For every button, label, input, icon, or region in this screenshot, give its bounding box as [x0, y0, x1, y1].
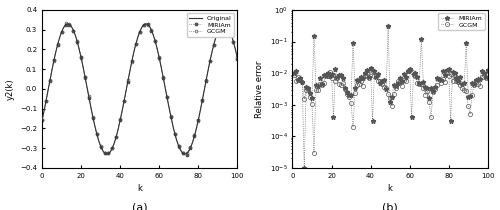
Line: MIRIAm: MIRIAm — [40, 22, 239, 157]
Text: (b): (b) — [382, 203, 398, 210]
GCGM — [484, 69, 490, 72]
MIRIAm — [330, 116, 336, 119]
MIRIAm — [129, 60, 135, 63]
Legend: Original, MIRIAm, GCGM: Original, MIRIAm, GCGM — [187, 13, 234, 37]
Text: (a): (a) — [132, 203, 148, 210]
GCGM — [53, 51, 59, 53]
GCGM — [90, 116, 96, 118]
GCGM — [190, 142, 196, 144]
Y-axis label: Relative error: Relative error — [255, 60, 264, 118]
GCGM — [160, 76, 166, 79]
GCGM — [234, 56, 240, 59]
Line: Original: Original — [42, 24, 237, 154]
GCGM — [393, 87, 399, 89]
MIRIAm — [190, 142, 196, 144]
GCGM — [292, 74, 298, 77]
MIRIAm — [234, 57, 240, 60]
Original — [160, 76, 166, 78]
MIRIAm — [292, 71, 298, 74]
MIRIAm — [338, 74, 344, 77]
MIRIAm — [301, 167, 307, 169]
GCGM — [39, 119, 45, 122]
Original — [104, 153, 110, 155]
MIRIAm — [158, 66, 164, 68]
Original — [180, 152, 186, 154]
Legend: MIRIAm, GCGM: MIRIAm, GCGM — [438, 13, 484, 30]
Original — [53, 51, 59, 54]
MIRIAm — [484, 68, 490, 71]
GCGM — [104, 154, 110, 156]
MIRIAm — [39, 119, 45, 121]
Original — [133, 43, 139, 46]
MIRIAm — [410, 73, 416, 75]
GCGM — [406, 69, 412, 71]
Original — [90, 116, 96, 118]
MIRIAm — [142, 22, 148, 25]
MIRIAm — [184, 154, 190, 156]
Original — [234, 56, 240, 59]
GCGM — [133, 43, 139, 45]
Original — [39, 119, 45, 122]
X-axis label: k: k — [388, 184, 392, 193]
GCGM — [180, 152, 186, 154]
MIRIAm — [473, 79, 479, 81]
GCGM — [311, 152, 317, 154]
MIRIAm — [178, 148, 184, 151]
MIRIAm — [479, 70, 485, 73]
GCGM — [330, 74, 336, 76]
X-axis label: k: k — [138, 184, 142, 193]
GCGM — [479, 75, 485, 78]
GCGM — [410, 74, 416, 77]
MIRIAm — [53, 50, 59, 53]
GCGM — [338, 84, 344, 87]
Y-axis label: y2(k): y2(k) — [6, 78, 15, 100]
Line: GCGM: GCGM — [40, 22, 238, 156]
MIRIAm — [385, 25, 391, 28]
MIRIAm — [395, 82, 401, 84]
GCGM — [62, 22, 68, 25]
MIRIAm — [88, 106, 94, 109]
Line: GCGM: GCGM — [292, 68, 490, 155]
Line: MIRIAm: MIRIAm — [292, 24, 490, 171]
Original — [190, 142, 196, 144]
Original — [64, 22, 70, 25]
GCGM — [473, 81, 479, 84]
